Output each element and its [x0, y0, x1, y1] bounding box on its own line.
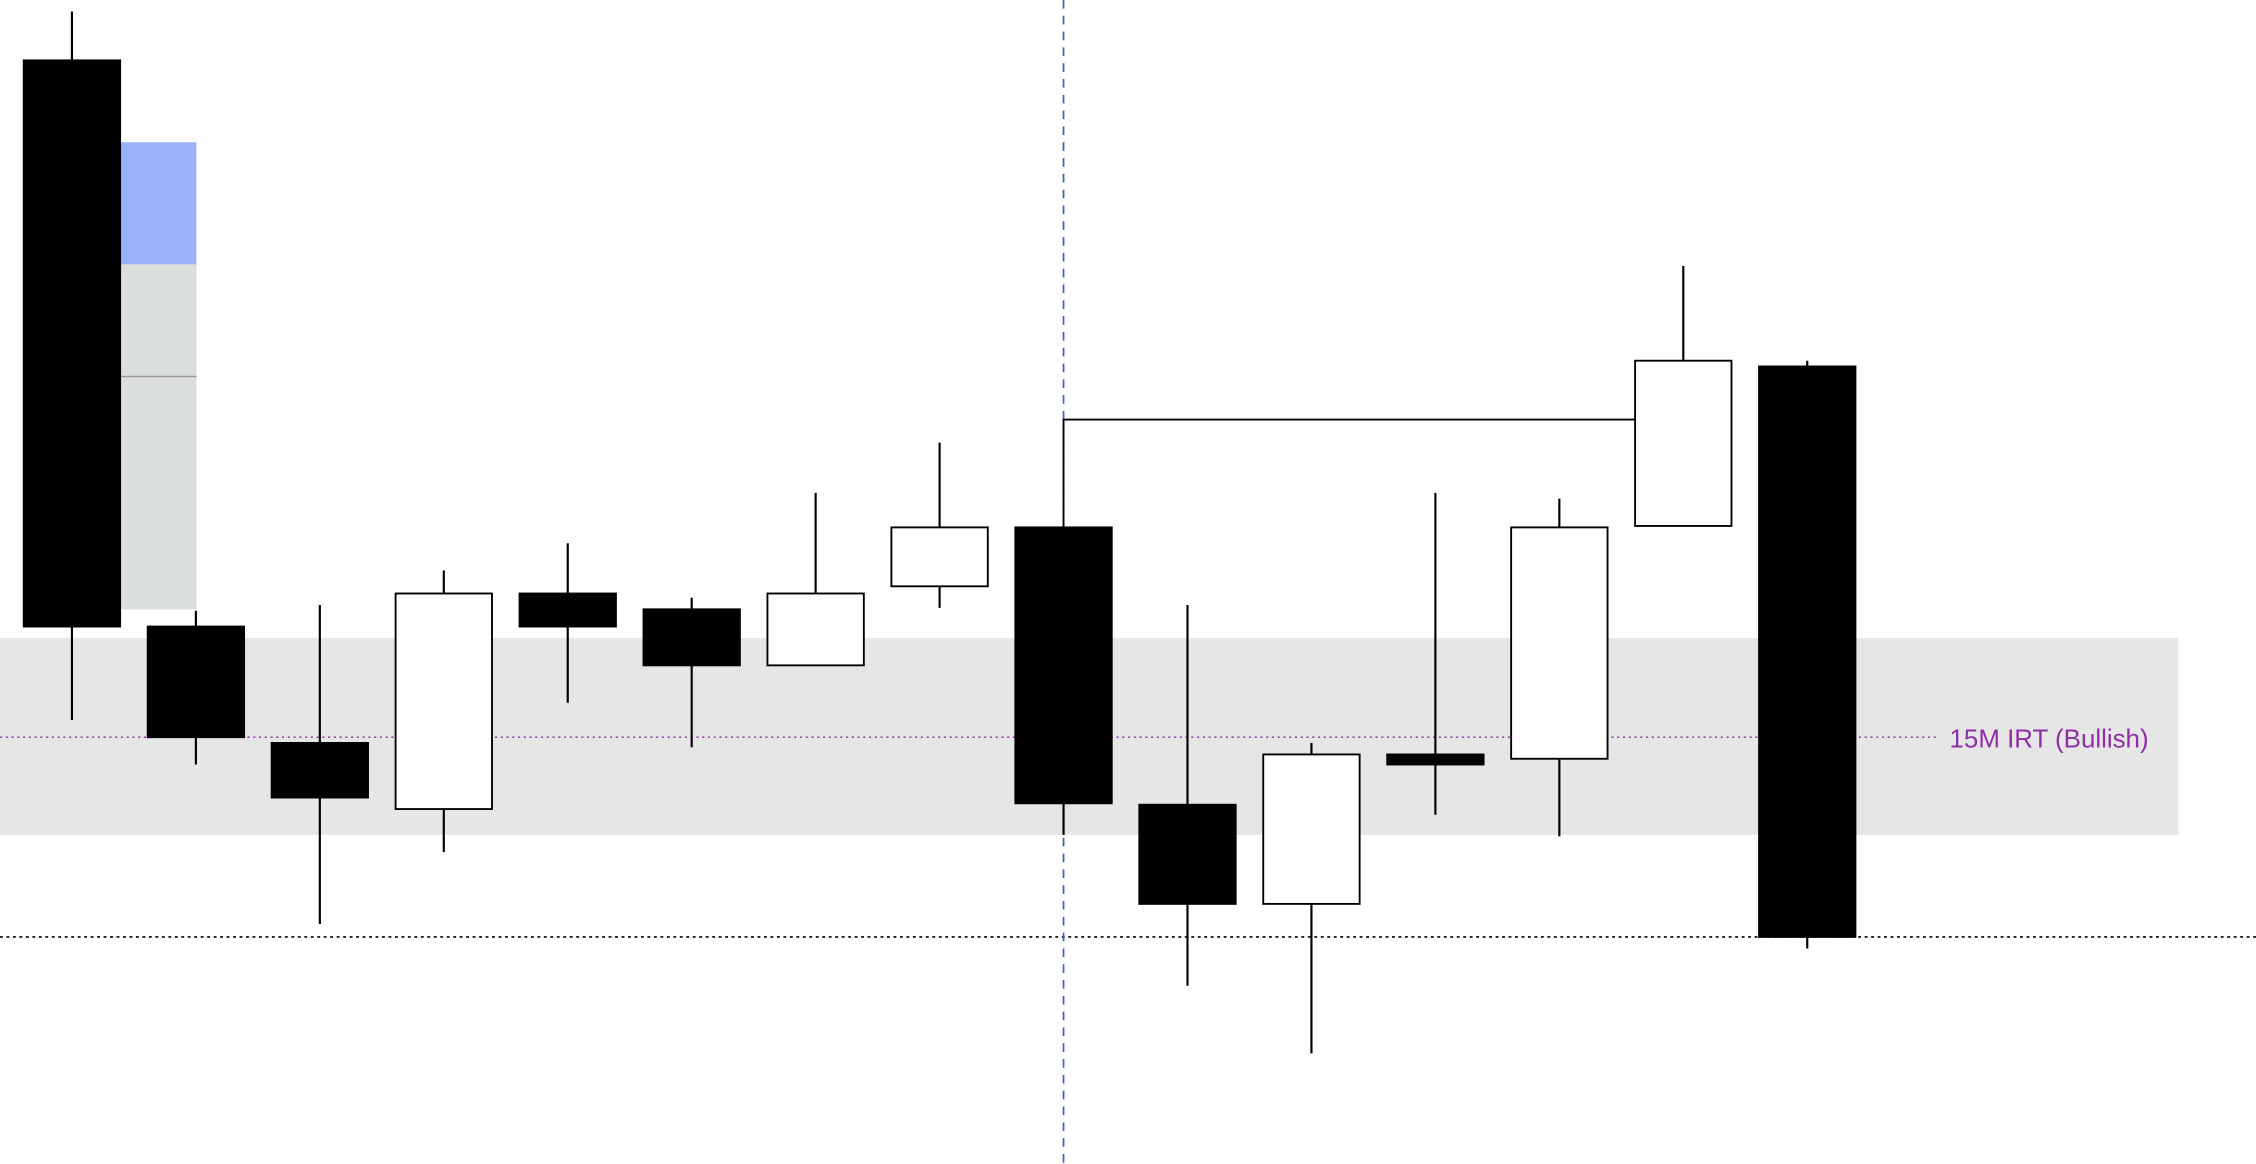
bearish-candle-body	[1014, 526, 1113, 805]
bearish-candle-body	[1758, 365, 1857, 938]
bearish-candle-body	[1138, 803, 1237, 905]
bullish-candle-body	[766, 592, 865, 667]
bullish-candle-body	[1634, 359, 1733, 527]
irt-label: 15M IRT (Bullish)	[1950, 725, 2149, 753]
bracket-line	[1062, 418, 1636, 528]
bearish-candle-body	[642, 608, 741, 667]
bullish-candle-body	[1262, 753, 1361, 905]
bearish-candle-body	[146, 625, 246, 739]
bearish-candle-body	[518, 592, 617, 628]
fvg-upper-box	[120, 142, 197, 265]
bearish-candle-body	[22, 59, 122, 628]
fvg-lower-box	[120, 264, 197, 610]
bullish-candle-body	[890, 526, 989, 588]
bearish-candle-body	[1386, 753, 1485, 766]
bullish-candle-body	[394, 592, 493, 810]
bullish-candle-body	[1510, 526, 1609, 760]
bearish-candle-body	[270, 742, 369, 799]
